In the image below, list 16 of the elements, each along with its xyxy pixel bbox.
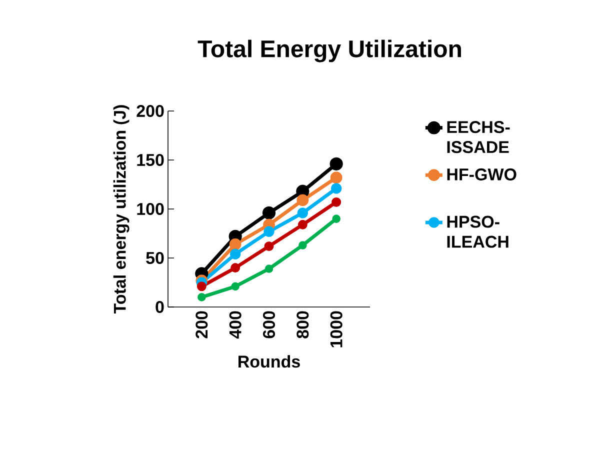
y-tick-label: 50 (146, 252, 164, 264)
x-tick-label: 1000 (330, 311, 342, 348)
legend-label: EECHS-ISSADE (447, 121, 510, 154)
y-tick-label: 0 (156, 300, 164, 314)
x-tick-label: 400 (229, 311, 242, 339)
legend-label: HF-GWO (447, 168, 516, 180)
chart-title: Total Energy Utilization (198, 40, 461, 62)
x-axis-title: Rounds (238, 355, 300, 368)
y-tick-label: 100 (137, 202, 164, 216)
x-tick-label: 800 (296, 311, 309, 338)
y-tick-label: 200 (136, 104, 164, 118)
x-tick-label: 200 (196, 311, 208, 338)
legend-label: HPSO-ILEACH (447, 216, 508, 248)
x-tick-label: 600 (262, 311, 276, 338)
y-axis-title: Total energy utilization (J) (113, 105, 130, 314)
y-tick-label: 150 (137, 154, 164, 166)
